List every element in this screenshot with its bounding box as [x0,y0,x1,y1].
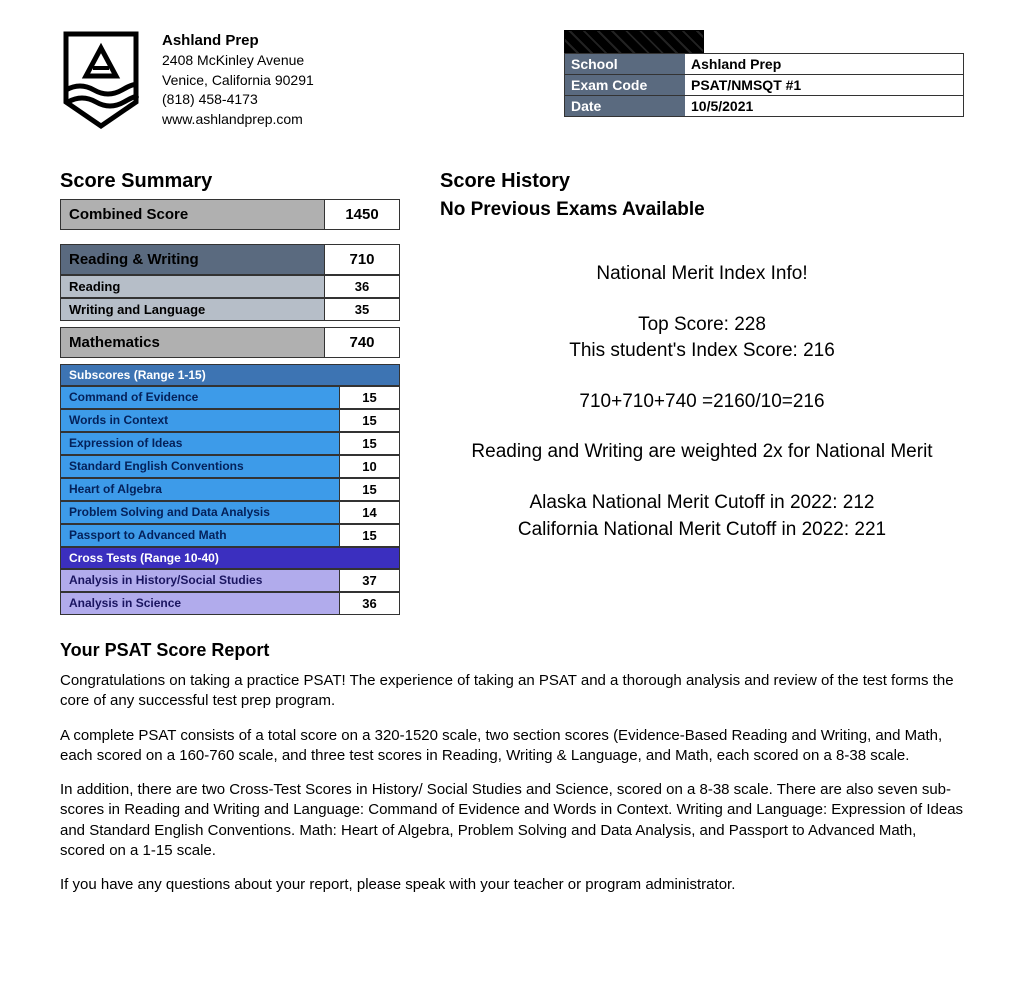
reading-row: Reading 36 [60,275,400,298]
sub-value: 10 [339,456,399,477]
org-web: www.ashlandprep.com [162,110,314,130]
report-para: Congratulations on taking a practice PSA… [60,671,964,712]
info-row-exam: Exam Code PSAT/NMSQT #1 [564,74,964,96]
sub-label: Standard English Conventions [61,456,339,477]
sub-value: 15 [339,387,399,408]
org-block: Ashland Prep 2408 McKinley Avenue Venice… [60,30,314,130]
right-col: Score History No Previous Exams Availabl… [440,170,964,615]
info-row-date: Date 10/5/2021 [564,95,964,117]
combined-value: 1450 [324,200,399,229]
history-title: Score History [440,170,964,193]
writing-label: Writing and Language [61,299,324,320]
org-addr2: Venice, California 90291 [162,71,314,91]
org-addr1: 2408 McKinley Avenue [162,51,314,71]
sub-label: Passport to Advanced Math [61,525,339,546]
reading-label: Reading [61,276,324,297]
reading-value: 36 [324,276,399,297]
rw-label: Reading & Writing [61,245,324,274]
sub-label: Command of Evidence [61,387,339,408]
score-summary-col: Score Summary Combined Score 1450 Readin… [60,170,400,615]
subscores-header: Subscores (Range 1-15) [60,364,400,386]
sub-value: 15 [339,410,399,431]
writing-value: 35 [324,299,399,320]
org-phone: (818) 458-4173 [162,90,314,110]
merit-sub: Top Score: 228 [638,314,766,335]
report-para: In addition, there are two Cross-Test Sc… [60,780,964,861]
sub-value: 15 [339,525,399,546]
info-label: Date [565,96,685,116]
header-row: Ashland Prep 2408 McKinley Avenue Venice… [60,30,964,130]
math-row: Mathematics 740 [60,327,400,358]
info-value: PSAT/NMSQT #1 [685,75,963,95]
merit-block: National Merit Index Info! Top Score: 22… [440,261,964,543]
cross-tests-header: Cross Tests (Range 10-40) [60,547,400,569]
info-label: Exam Code [565,75,685,95]
cross-row: Analysis in History/Social Studies37 [60,569,400,592]
sub-label: Words in Context [61,410,339,431]
report-para: A complete PSAT consists of a total scor… [60,726,964,767]
rw-value: 710 [324,245,399,274]
merit-line: Alaska National Merit Cutoff in 2022: 21… [440,490,964,543]
cross-label: Analysis in History/Social Studies [61,570,339,591]
cross-value: 36 [339,593,399,614]
history-none: No Previous Exams Available [440,199,964,221]
sub-value: 15 [339,433,399,454]
summary-title: Score Summary [60,170,400,193]
sub-row: Heart of Algebra15 [60,478,400,501]
org-info: Ashland Prep 2408 McKinley Avenue Venice… [162,30,314,130]
sub-label: Expression of Ideas [61,433,339,454]
merit-line: 710+710+740 =2160/10=216 [440,389,964,416]
merit-line: National Merit Index Info! [440,261,964,288]
merit-sub: This student's Index Score: 216 [569,340,835,361]
info-row-school: School Ashland Prep [564,53,964,75]
sub-row: Problem Solving and Data Analysis14 [60,501,400,524]
info-value: 10/5/2021 [685,96,963,116]
merit-sub: Alaska National Merit Cutoff in 2022: 21… [529,492,874,513]
cross-value: 37 [339,570,399,591]
writing-row: Writing and Language 35 [60,298,400,321]
org-name: Ashland Prep [162,30,314,51]
sub-row: Words in Context15 [60,409,400,432]
info-value: Ashland Prep [685,54,963,74]
report-title: Your PSAT Score Report [60,640,964,661]
sub-value: 14 [339,502,399,523]
merit-sub: California National Merit Cutoff in 2022… [518,519,886,540]
report-para: If you have any questions about your rep… [60,875,964,895]
sub-row: Expression of Ideas15 [60,432,400,455]
report-section: Your PSAT Score Report Congratulations o… [60,640,964,895]
merit-line: Reading and Writing are weighted 2x for … [440,439,964,466]
exam-info-table: School Ashland Prep Exam Code PSAT/NMSQT… [564,30,964,130]
math-value: 740 [324,328,399,357]
sub-row: Command of Evidence15 [60,386,400,409]
cross-label: Analysis in Science [61,593,339,614]
sub-label: Problem Solving and Data Analysis [61,502,339,523]
rw-row: Reading & Writing 710 [60,244,400,275]
sub-label: Heart of Algebra [61,479,339,500]
logo-icon [60,30,142,130]
info-label: School [565,54,685,74]
combined-label: Combined Score [61,200,324,229]
redacted-block [564,30,704,54]
sub-value: 15 [339,479,399,500]
combined-score-row: Combined Score 1450 [60,199,400,230]
main-columns: Score Summary Combined Score 1450 Readin… [60,170,964,615]
merit-line: Top Score: 228 This student's Index Score… [440,312,964,365]
math-label: Mathematics [61,328,324,357]
sub-row: Passport to Advanced Math15 [60,524,400,547]
sub-row: Standard English Conventions10 [60,455,400,478]
cross-row: Analysis in Science36 [60,592,400,615]
